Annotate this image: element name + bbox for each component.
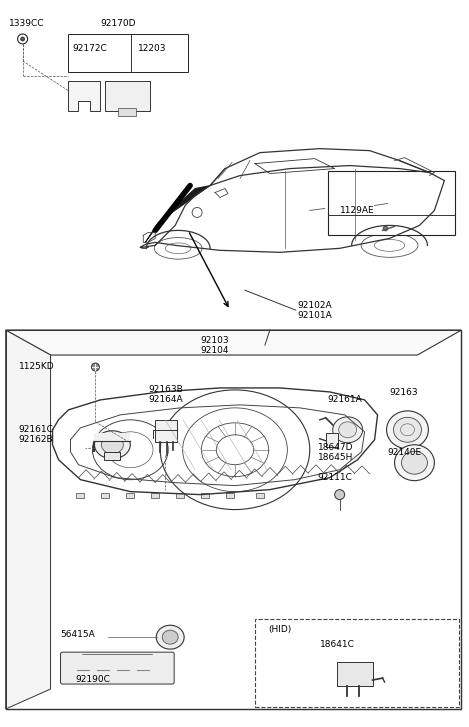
- Bar: [76, 493, 84, 497]
- Text: 1125KD: 1125KD: [19, 363, 54, 371]
- Ellipse shape: [94, 431, 130, 459]
- Ellipse shape: [401, 451, 427, 474]
- Text: 92140E: 92140E: [387, 449, 422, 457]
- Ellipse shape: [162, 630, 178, 644]
- Ellipse shape: [101, 435, 123, 454]
- Text: 92111C: 92111C: [318, 473, 353, 482]
- Text: 92170D: 92170D: [100, 18, 136, 28]
- Text: 92161A: 92161A: [328, 395, 363, 404]
- Circle shape: [335, 489, 345, 499]
- Bar: [201, 493, 209, 497]
- Text: 92101A: 92101A: [298, 310, 333, 320]
- Text: 92104: 92104: [200, 345, 228, 355]
- Text: 92162B: 92162B: [19, 435, 53, 444]
- Text: 92163: 92163: [390, 388, 418, 398]
- Text: 18647D: 18647D: [318, 443, 353, 452]
- Ellipse shape: [386, 411, 428, 449]
- Text: 1129AE: 1129AE: [340, 206, 374, 215]
- Text: 18641C: 18641C: [320, 640, 355, 648]
- Bar: [256, 493, 264, 497]
- Bar: [337, 662, 372, 686]
- Bar: [105, 451, 121, 459]
- Polygon shape: [6, 330, 51, 709]
- Text: 92163B: 92163B: [148, 385, 183, 395]
- Bar: [6, 330, 461, 709]
- Bar: [326, 433, 338, 447]
- Bar: [151, 493, 159, 497]
- Ellipse shape: [339, 422, 356, 438]
- Text: 92161C: 92161C: [19, 425, 53, 434]
- Text: 18645H: 18645H: [318, 453, 353, 462]
- Polygon shape: [145, 185, 210, 242]
- Bar: [328, 171, 455, 236]
- Text: 56415A: 56415A: [61, 630, 95, 639]
- Ellipse shape: [394, 445, 434, 481]
- Text: (HID): (HID): [268, 624, 291, 634]
- Text: 1339CC: 1339CC: [8, 18, 44, 28]
- Polygon shape: [68, 81, 100, 111]
- Ellipse shape: [393, 417, 422, 442]
- Text: 92164A: 92164A: [148, 395, 183, 404]
- Bar: [126, 493, 134, 497]
- Bar: [176, 493, 184, 497]
- Ellipse shape: [333, 417, 363, 443]
- Bar: [226, 493, 234, 497]
- Ellipse shape: [156, 625, 184, 649]
- Bar: [118, 108, 136, 116]
- Circle shape: [91, 363, 99, 371]
- Text: 92190C: 92190C: [76, 675, 110, 683]
- Text: 12203: 12203: [138, 44, 167, 53]
- Bar: [255, 619, 459, 707]
- Circle shape: [21, 37, 25, 41]
- Bar: [94, 433, 130, 441]
- Text: 92172C: 92172C: [73, 44, 107, 53]
- Bar: [68, 34, 188, 72]
- FancyBboxPatch shape: [61, 652, 174, 684]
- Text: 92102A: 92102A: [298, 301, 333, 310]
- Bar: [101, 493, 109, 497]
- Bar: [106, 81, 150, 111]
- Bar: [155, 419, 177, 442]
- Polygon shape: [6, 330, 461, 355]
- Text: 92103: 92103: [200, 336, 229, 345]
